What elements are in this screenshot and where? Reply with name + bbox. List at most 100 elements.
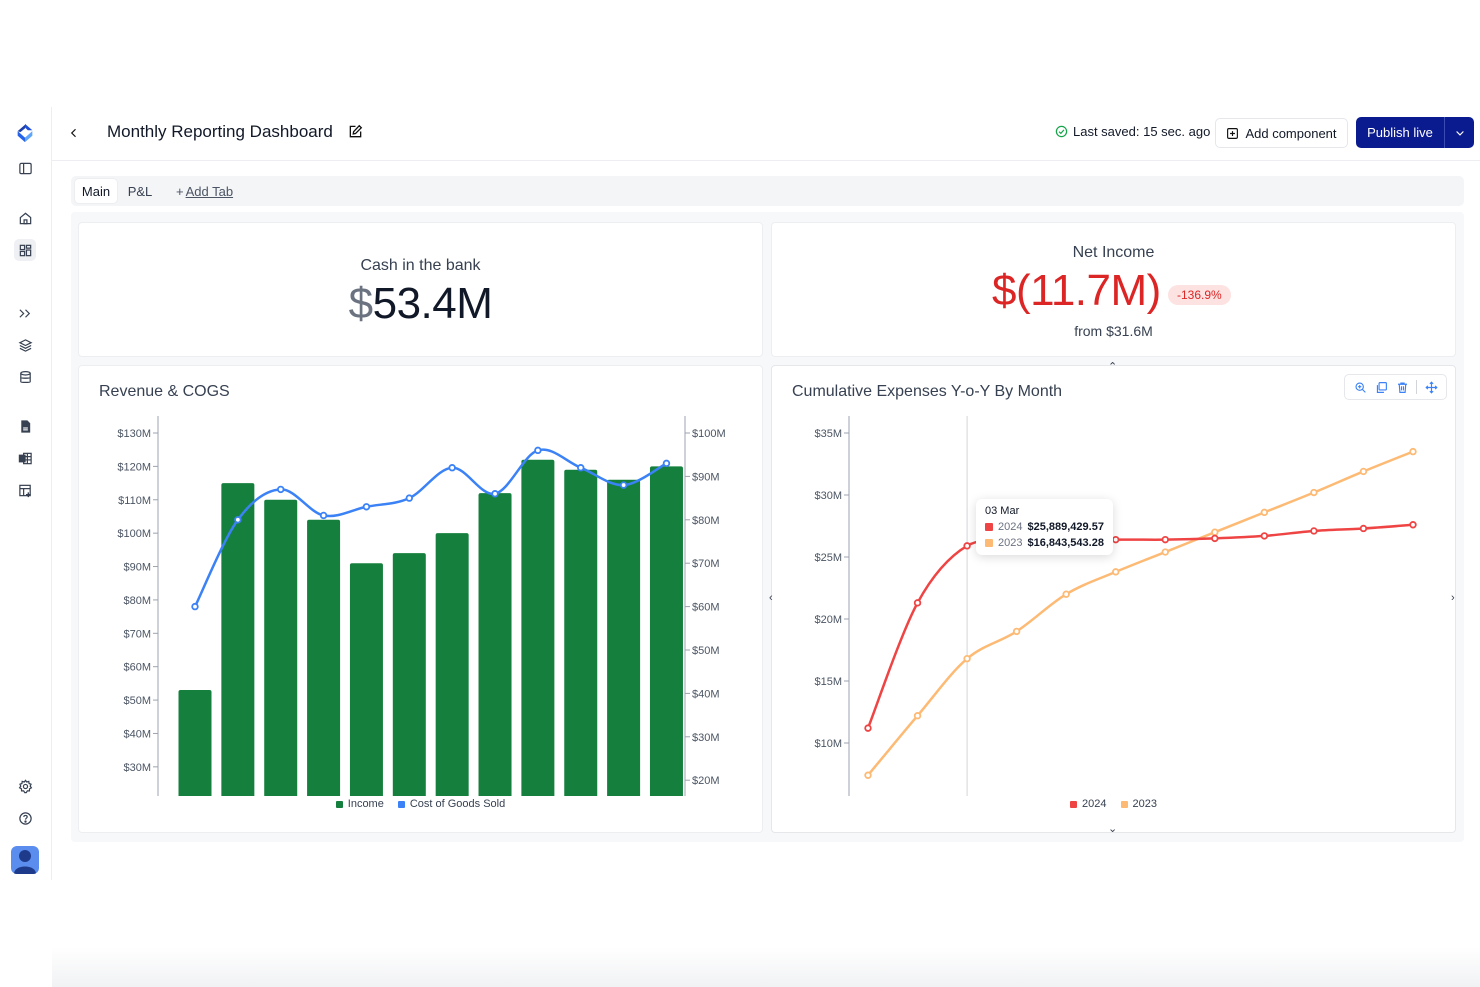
resize-handle-left-icon[interactable]: ‹ (769, 592, 773, 604)
document-icon[interactable] (14, 415, 36, 437)
bar-income (435, 533, 469, 796)
legend-item-cogs[interactable]: Cost of Goods Sold (397, 798, 505, 810)
point-cogs (619, 481, 628, 489)
database-icon[interactable] (14, 366, 36, 388)
panel-toggle-icon[interactable] (14, 157, 36, 179)
point-2023 (1260, 508, 1269, 517)
table-add-icon[interactable] (14, 479, 36, 501)
point-2023 (1310, 488, 1318, 497)
y-tick-label: $80M (123, 595, 151, 607)
bar-income (349, 563, 383, 796)
point-2023 (1062, 590, 1070, 598)
kpi-label: Net Income (1072, 244, 1155, 261)
legend-item-2023[interactable]: 2023 (1120, 798, 1157, 810)
zoom-in-icon[interactable] (1351, 378, 1369, 396)
back-chevron-icon[interactable] (66, 124, 82, 142)
tooltip-year: 2024 (998, 521, 1023, 533)
legend-item-2024[interactable]: 2024 (1070, 798, 1107, 810)
tab-bar: Main P&L + Add Tab (71, 176, 1464, 206)
revenue-cogs-chart: $0M$10M$20M$30M$40M$50M$60M$70M$80M$90M$… (117, 416, 726, 796)
resize-handle-top-icon[interactable]: ⌃ (1108, 361, 1118, 373)
kpi-number: 53.4M (372, 279, 493, 328)
legend-label: 2024 (1082, 798, 1107, 810)
chart-tooltip: 03 Mar 2024 $25,889,429.57 2023 $16,843,54… (976, 499, 1113, 555)
top-header: Monthly Reporting Dashboard Last saved: … (52, 107, 1480, 161)
logo-icon[interactable] (13, 121, 37, 145)
legend-swatch (397, 800, 405, 808)
check-circle-icon (1055, 125, 1068, 138)
kpi-comparison: from $31.6M (1074, 323, 1153, 339)
plus-icon: + (176, 183, 184, 199)
point-2024 (1359, 524, 1368, 533)
legend-item-income[interactable]: Income (335, 798, 384, 810)
y2-tick-label: $90M (692, 471, 720, 483)
kpi-value: $53.4M (79, 279, 762, 329)
point-cogs (448, 464, 456, 472)
avatar[interactable] (11, 846, 39, 874)
legend-swatch (1120, 800, 1128, 808)
bar-income (521, 459, 555, 796)
workflow-icon[interactable] (14, 302, 36, 324)
tooltip-value: $16,843,543.28 (1027, 537, 1104, 549)
tab-pl[interactable]: P&L (127, 183, 153, 199)
y2-tick-label: $60M (692, 602, 720, 614)
home-icon[interactable] (14, 207, 36, 229)
bar-income (221, 483, 255, 796)
cumulative-expenses-card[interactable]: Cumulative Expenses Y-o-Y By Month $0M$5… (769, 361, 1456, 835)
bar-income (607, 479, 641, 796)
y-tick-label: $10M (814, 738, 842, 750)
revenue-cogs-card[interactable]: Revenue & COGS $0M$10M$20M$30M$40M$50M$6… (78, 365, 763, 833)
point-cogs (405, 494, 414, 502)
publish-live-button[interactable]: Publish live (1356, 117, 1474, 148)
kpi-card-cash[interactable]: Cash in the bank $53.4M (78, 222, 763, 357)
add-tab-button[interactable]: + Add Tab (176, 179, 233, 203)
currency-symbol: $ (348, 279, 373, 328)
kpi-card-net-income[interactable]: Net Income $(11.7M) -136.9% from $31.6M (771, 222, 1456, 357)
chart-title: Cumulative Expenses Y-o-Y By Month (792, 383, 1063, 400)
point-cogs (534, 446, 542, 455)
publish-live-label[interactable]: Publish live (1356, 117, 1445, 148)
point-2023 (1409, 447, 1417, 456)
point-2024 (1211, 534, 1219, 543)
move-icon[interactable] (1422, 378, 1440, 396)
bar-income (649, 466, 683, 796)
y2-tick-label: $50M (692, 645, 720, 657)
legend-label: Income (347, 798, 384, 810)
layers-icon[interactable] (14, 334, 36, 356)
point-2023 (1112, 568, 1120, 576)
point-2024 (1112, 535, 1120, 544)
card-toolbar (1344, 374, 1447, 400)
cumulative-expenses-chart: $0M$5M$10M$15M$20M$25M$30M$35M01 Jan02 F… (814, 416, 1417, 796)
point-2024 (1310, 527, 1318, 535)
point-cogs (662, 459, 671, 468)
legend-swatch (335, 800, 343, 808)
add-component-button[interactable]: Add component (1215, 118, 1348, 148)
resize-handle-right-icon[interactable]: › (1451, 592, 1455, 604)
bar-income (564, 469, 598, 796)
sidebar (0, 107, 52, 880)
bar-income (264, 499, 298, 796)
help-icon[interactable] (14, 807, 36, 829)
resize-handle-bottom-icon[interactable]: ⌄ (1108, 823, 1118, 835)
trash-icon[interactable] (1393, 378, 1411, 396)
point-2023 (913, 712, 922, 720)
edit-title-icon[interactable] (348, 124, 364, 140)
y-tick-label: $20M (123, 795, 151, 796)
excel-icon[interactable] (14, 447, 36, 469)
point-cogs (362, 503, 371, 511)
dashboard-icon[interactable] (14, 239, 36, 261)
y-tick-label: $130M (117, 428, 151, 440)
publish-dropdown-chevron-icon[interactable] (1445, 117, 1474, 148)
plus-square-icon (1227, 127, 1239, 139)
point-2024 (1260, 532, 1269, 540)
point-cogs (277, 485, 285, 494)
legend-label: 2023 (1132, 798, 1157, 810)
tab-main[interactable]: Main (75, 179, 117, 203)
duplicate-icon[interactable] (1372, 378, 1390, 396)
settings-icon[interactable] (14, 775, 36, 797)
line-2024 (866, 523, 1414, 729)
save-status-text: Last saved: 15 sec. ago (1073, 124, 1211, 139)
app-window: Monthly Reporting Dashboard Last saved: … (0, 107, 1480, 987)
tooltip-swatch (985, 523, 993, 531)
chart-legend: Income Cost of Goods Sold (79, 798, 762, 810)
